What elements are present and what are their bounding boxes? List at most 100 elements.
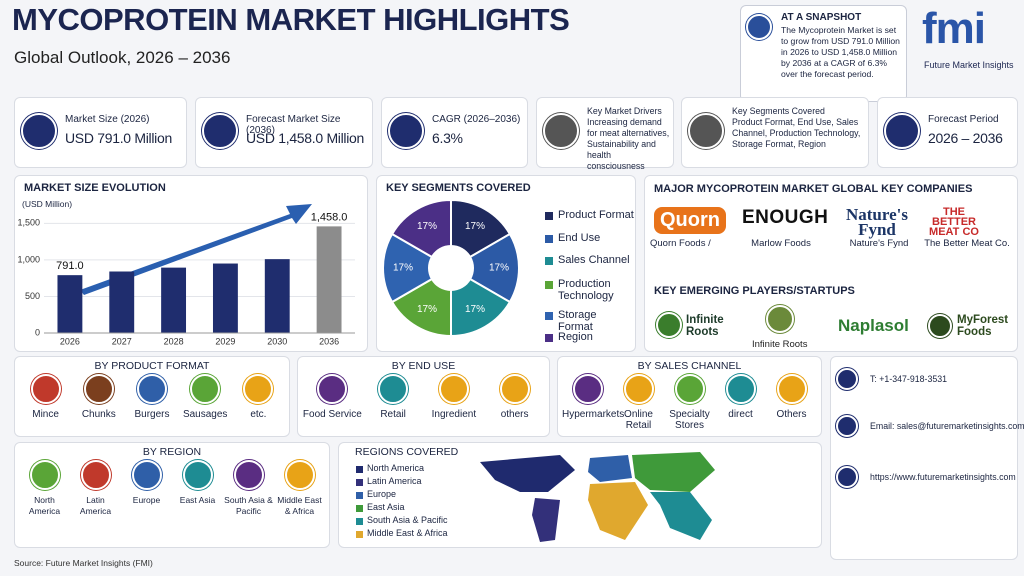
segment-item: Burgers [134, 409, 170, 420]
kpi-card: Key Market Drivers Increasing demand for … [536, 97, 674, 171]
segment-title: BY PRODUCT FORMAT [94, 360, 210, 372]
icon [388, 113, 424, 149]
startup: Naplasol [838, 316, 909, 335]
kpi-card: Market Size (2026) USD 791.0 Million [14, 97, 187, 168]
icon [776, 374, 807, 404]
kpi-label: Key Segments Covered [732, 106, 825, 116]
icon [284, 460, 315, 490]
segment-item: South Asia & Pacific [224, 495, 273, 516]
segment-item: Ingredient [431, 409, 477, 420]
kpi-value: 2026 – 2036 [928, 130, 1003, 146]
logo-tagline: Future Market Insights [924, 60, 1014, 70]
contact-text: T: +1-347-918-3531 [870, 374, 948, 384]
segment-item: Sausages [182, 409, 228, 420]
segment-item: East Asia [179, 495, 216, 505]
panel [14, 442, 330, 548]
kpi-label: Market Size (2026) [65, 114, 150, 125]
segment-item: Others [776, 409, 807, 420]
segment-item: Hypermarkets [562, 409, 625, 420]
segment-item: etc. [250, 409, 267, 420]
icon [202, 113, 238, 149]
contact-text: Email: sales@futuremarketinsights.com [870, 421, 1024, 431]
legend-swatch [545, 235, 553, 243]
icon [438, 374, 469, 404]
kpi-card: Forecast Period 2026 – 2036 [877, 97, 1018, 168]
segment-title: BY SALES CHANNEL [637, 360, 742, 372]
region-label: Middle East & Africa [367, 528, 448, 538]
region-swatch [356, 466, 363, 473]
icon [623, 374, 654, 404]
snapshot-title: AT A SNAPSHOT [781, 12, 862, 23]
icon [80, 460, 111, 490]
segment-item: others [500, 409, 529, 420]
snapshot-box: AT A SNAPSHOT The Mycoprotein Market is s… [740, 5, 907, 102]
segment-item: Middle East & Africa [277, 495, 322, 516]
title: MYCOPROTEIN MARKET HIGHLIGHTS [12, 2, 570, 37]
icon [656, 312, 682, 338]
icon [243, 374, 274, 404]
segment-item: Chunks [81, 409, 116, 420]
icon [725, 374, 756, 404]
regions-title: REGIONS COVERED [355, 446, 459, 458]
icon [543, 113, 579, 149]
kpi-value: USD 1,458.0 Million [246, 130, 365, 146]
icon [884, 113, 920, 149]
kpi-card: CAGR (2026–2036) 6.3% [381, 97, 528, 168]
segment-item: Specialty Stores [669, 409, 710, 431]
startup: Infinite Roots [752, 339, 808, 350]
icon [190, 374, 221, 404]
segment-title: BY END USE [391, 360, 456, 372]
logo: fmi [922, 4, 986, 53]
icon [766, 305, 794, 333]
chart-title: KEY SEGMENTS COVERED [386, 182, 531, 194]
contact-text: https://www.futuremarketinsights.com [870, 472, 1016, 482]
region-swatch [356, 505, 363, 512]
legend-swatch [545, 334, 553, 342]
kpi-value: USD 791.0 Million [65, 130, 172, 146]
legend-swatch [545, 312, 553, 320]
company-name: The Better Meat Co. [924, 238, 1010, 249]
segment-item: Mince [32, 409, 59, 420]
company-logo: THE BETTER MEAT CO [929, 206, 979, 238]
legend-label: Production Technology [558, 278, 614, 302]
icon [928, 314, 952, 338]
kpi-value: Product Format, End Use, Sales Channel, … [732, 117, 861, 149]
region-swatch [356, 492, 363, 499]
icon [836, 415, 858, 437]
startup: Infinite Roots [686, 314, 724, 338]
legend-label: Region [558, 331, 593, 343]
legend-label: End Use [558, 232, 601, 244]
icon [746, 14, 772, 40]
segment-item: North America [28, 495, 61, 516]
icon [137, 374, 167, 404]
icon [674, 374, 705, 404]
icon [182, 460, 213, 490]
icon [499, 374, 530, 404]
company-name: Quorn Foods / [650, 238, 711, 249]
company-logo: Quorn [654, 207, 726, 234]
segment-item: Food Service [302, 409, 362, 420]
icon [233, 460, 264, 490]
icon [688, 113, 724, 149]
chart-title: MARKET SIZE EVOLUTION [24, 182, 166, 194]
region-label: East Asia [367, 502, 405, 512]
panel [644, 175, 1018, 352]
region-label: South Asia & Pacific [367, 515, 448, 525]
legend-swatch [545, 212, 553, 220]
segment-item: direct [728, 409, 753, 420]
segment-item: Retail [380, 409, 406, 420]
company-name: Nature's Fynd [849, 238, 909, 249]
icon [29, 460, 60, 490]
segment-item: Europe [132, 495, 161, 505]
snapshot-text: The Mycoprotein Market is set to grow fr… [781, 25, 900, 79]
icon [836, 368, 858, 390]
legend-label: Storage Format [558, 309, 597, 333]
y-axis-label: (USD Million) [22, 199, 73, 209]
kpi-label: Forecast Market Size (2036) [246, 114, 341, 136]
company-name: Marlow Foods [751, 238, 811, 249]
emerging-title: KEY EMERGING PLAYERS/STARTUPS [654, 285, 855, 297]
icon [378, 374, 409, 404]
legend-swatch [545, 281, 553, 289]
icon [572, 374, 603, 404]
